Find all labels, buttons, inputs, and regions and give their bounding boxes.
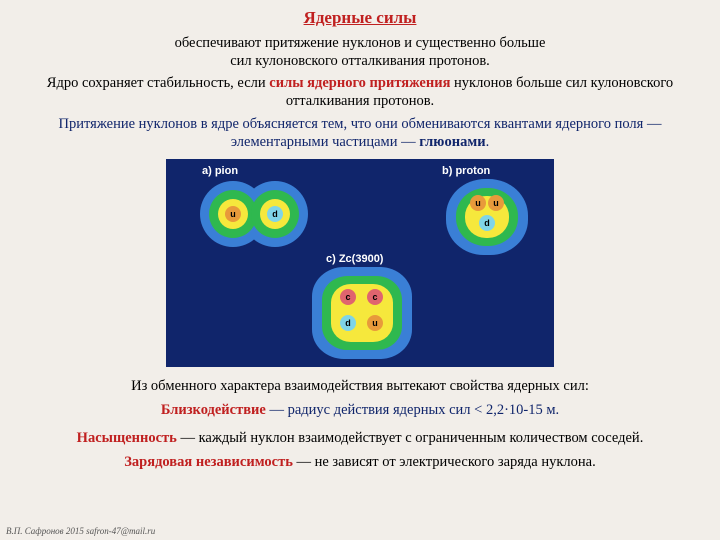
- p5-red: Близкодействие: [161, 402, 266, 418]
- quark-u: u: [225, 206, 241, 222]
- p1-line1: обеспечивают притяжение нуклонов и сущес…: [175, 35, 546, 51]
- quark-u: u: [470, 195, 486, 211]
- p6-rest: — каждый нуклон взаимодействует с ограни…: [177, 430, 644, 446]
- p2-red: силы ядерного притяжения: [269, 75, 450, 91]
- diagram-label-a: a) pion: [202, 165, 238, 177]
- slide: Ядерные силы обеспечивают притяжение нук…: [0, 0, 720, 471]
- p3-dot: .: [486, 134, 490, 150]
- p5-rest: — радиус действия ядерных сил < 2,2·10-1…: [266, 402, 559, 418]
- diagram-label-c: c) Zc(3900): [326, 253, 383, 265]
- particle-diagram: a) pion b) proton c) Zc(3900) u d u u d …: [166, 159, 554, 367]
- paragraph-6: Насыщенность — каждый нуклон взаимодейст…: [30, 429, 690, 447]
- quark-c: c: [367, 289, 383, 305]
- p3-a: Притяжение нуклонов в ядре объясняется т…: [59, 116, 662, 150]
- zc-blob: c c d u: [312, 267, 412, 359]
- p6-red: Насыщенность: [77, 430, 177, 446]
- pion-blob: u d: [200, 181, 310, 251]
- paragraph-7: Зарядовая независимость — не зависят от …: [30, 453, 690, 471]
- paragraph-3: Притяжение нуклонов в ядре объясняется т…: [30, 115, 690, 151]
- p2-a: Ядро сохраняет стабильность, если: [47, 75, 270, 91]
- proton-blob: u u d: [446, 179, 528, 255]
- quark-d: d: [479, 215, 495, 231]
- p3-bold: глюонами: [419, 134, 485, 150]
- paragraph-5: Близкодействие — радиус действия ядерных…: [30, 401, 690, 419]
- diagram-label-b: b) proton: [442, 165, 490, 177]
- quark-c: c: [340, 289, 356, 305]
- quark-d: d: [267, 206, 283, 222]
- p7-rest: — не зависят от электрического заряда ну…: [293, 454, 596, 470]
- paragraph-4: Из обменного характера взаимодействия вы…: [30, 377, 690, 395]
- quark-d: d: [340, 315, 356, 331]
- paragraph-2: Ядро сохраняет стабильность, если силы я…: [30, 74, 690, 110]
- quark-u: u: [367, 315, 383, 331]
- quark-u: u: [488, 195, 504, 211]
- p1-line2: сил кулоновского отталкивания протонов.: [230, 53, 490, 69]
- footer-credit: В.П. Сафронов 2015 safron-47@mail.ru: [6, 526, 155, 536]
- paragraph-1: обеспечивают притяжение нуклонов и сущес…: [30, 34, 690, 70]
- p7-red: Зарядовая независимость: [124, 454, 293, 470]
- page-title: Ядерные силы: [30, 8, 690, 28]
